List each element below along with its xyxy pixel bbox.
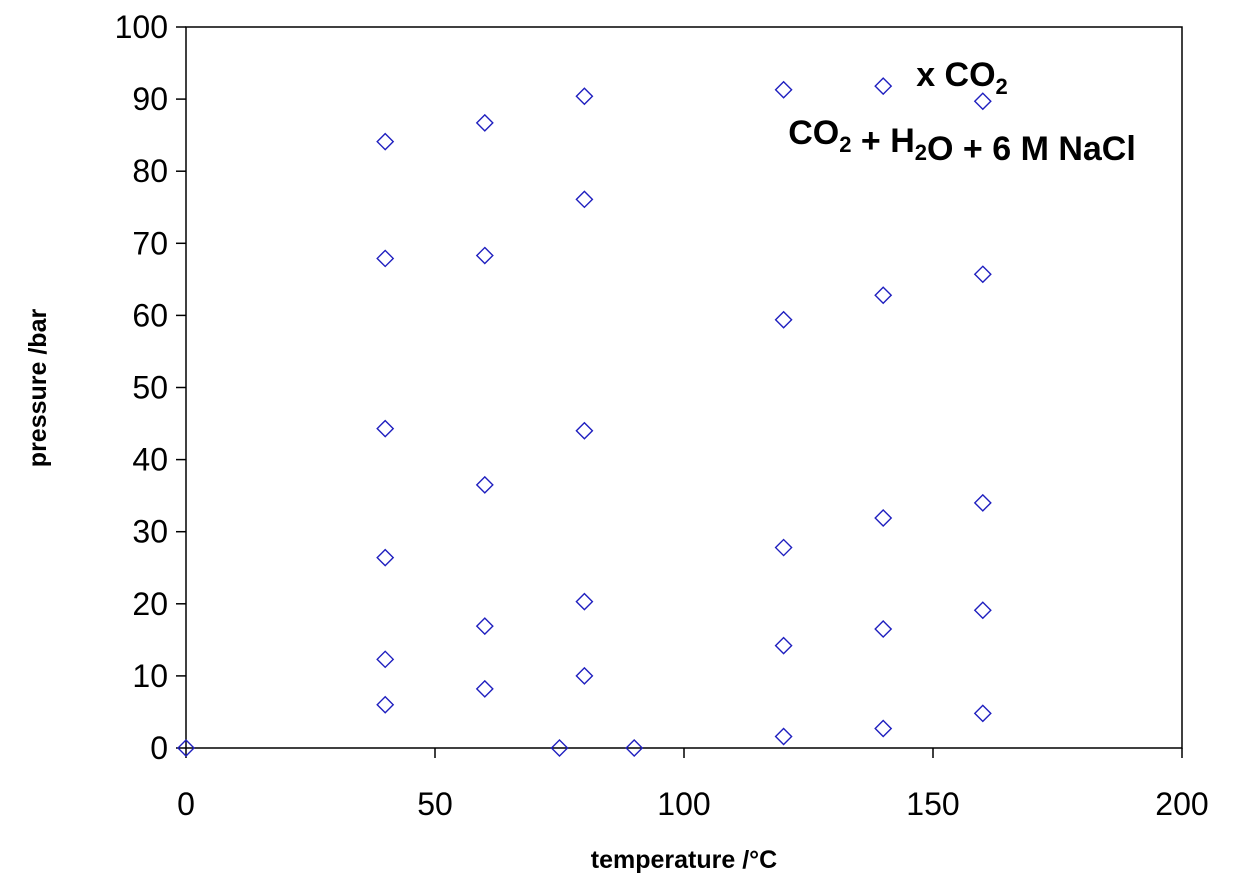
legend-entry-line-2: CO2 + H2O + 6 M NaCl bbox=[788, 114, 1136, 168]
data-point bbox=[376, 650, 395, 669]
data-points bbox=[177, 77, 992, 757]
data-point bbox=[973, 92, 992, 111]
y-tick-label: 40 bbox=[132, 442, 168, 478]
x-axis-ticks: 0 50 100 150 200 bbox=[177, 748, 1209, 822]
data-point bbox=[774, 310, 793, 329]
x-tick-label: 0 bbox=[177, 786, 195, 822]
data-point bbox=[475, 246, 494, 265]
data-point bbox=[575, 666, 594, 685]
y-tick-label: 70 bbox=[132, 225, 168, 261]
data-point bbox=[376, 695, 395, 714]
data-point bbox=[973, 493, 992, 512]
y-axis-ticks: 0 10 20 30 40 50 60 70 80 90 100 bbox=[115, 9, 186, 766]
data-point bbox=[874, 77, 893, 96]
y-tick-label: 10 bbox=[132, 658, 168, 694]
data-point bbox=[575, 421, 594, 440]
data-point bbox=[973, 265, 992, 284]
y-axis-title: pressure /bar bbox=[24, 309, 52, 468]
y-tick-label: 90 bbox=[132, 81, 168, 117]
legend-entry-line-1: x CO2 bbox=[916, 56, 1008, 99]
data-point bbox=[177, 739, 195, 757]
x-axis-title: temperature /°C bbox=[591, 846, 777, 874]
data-point bbox=[475, 113, 494, 132]
plot-area bbox=[185, 26, 1183, 749]
data-point bbox=[376, 249, 395, 268]
data-point bbox=[874, 509, 893, 527]
data-point bbox=[575, 190, 594, 209]
data-point bbox=[550, 739, 569, 757]
y-tick-label: 80 bbox=[132, 153, 168, 189]
data-point bbox=[874, 286, 893, 305]
y-tick-label: 0 bbox=[150, 730, 168, 766]
data-point bbox=[874, 620, 893, 639]
x-tick-label: 150 bbox=[906, 786, 959, 822]
y-tick-label: 20 bbox=[132, 586, 168, 622]
data-point bbox=[774, 727, 793, 746]
data-point bbox=[973, 704, 992, 723]
data-point bbox=[475, 679, 494, 698]
data-point bbox=[475, 617, 494, 636]
data-point bbox=[625, 739, 644, 757]
data-point bbox=[376, 548, 395, 567]
data-point bbox=[774, 538, 793, 557]
data-point bbox=[376, 419, 395, 438]
data-point bbox=[575, 592, 594, 611]
x-tick-label: 100 bbox=[657, 786, 710, 822]
data-point bbox=[774, 80, 793, 99]
data-point bbox=[376, 132, 395, 151]
y-tick-label: 100 bbox=[115, 9, 168, 45]
x-tick-label: 50 bbox=[417, 786, 453, 822]
y-tick-label: 30 bbox=[132, 514, 168, 550]
x-tick-label: 200 bbox=[1155, 786, 1208, 822]
y-tick-label: 50 bbox=[132, 370, 168, 406]
data-point bbox=[774, 636, 793, 655]
data-point bbox=[475, 475, 494, 494]
data-point bbox=[973, 601, 992, 620]
data-point bbox=[874, 719, 893, 738]
data-point bbox=[575, 87, 594, 106]
y-tick-label: 60 bbox=[132, 297, 168, 333]
